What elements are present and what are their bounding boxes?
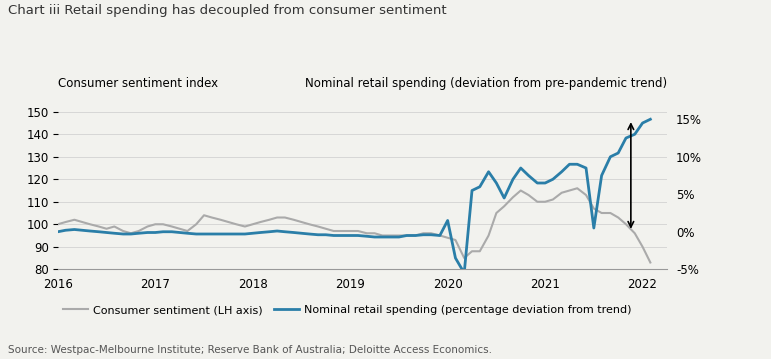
Consumer sentiment (LH axis) — [248, 222, 258, 227]
Text: Source: Westpac-Melbourne Institute; Reserve Bank of Australia; Deloitte Access : Source: Westpac-Melbourne Institute; Res… — [8, 345, 492, 355]
Consumer sentiment (LH axis) — [378, 233, 387, 238]
Consumer sentiment (LH axis) — [386, 233, 396, 238]
Text: Consumer sentiment index: Consumer sentiment index — [58, 77, 218, 90]
Line: Consumer sentiment (LH axis): Consumer sentiment (LH axis) — [58, 188, 651, 262]
Nominal retail spending (percentage deviation from trend) — [248, 231, 258, 236]
Consumer sentiment (LH axis) — [646, 260, 655, 265]
Nominal retail spending (percentage deviation from trend) — [597, 173, 606, 178]
Consumer sentiment (LH axis) — [573, 186, 582, 190]
Consumer sentiment (LH axis) — [183, 229, 192, 233]
Nominal retail spending (percentage deviation from trend) — [460, 271, 469, 275]
Nominal retail spending (percentage deviation from trend) — [53, 230, 62, 234]
Nominal retail spending (percentage deviation from trend) — [183, 231, 192, 236]
Nominal retail spending (percentage deviation from trend) — [378, 235, 387, 239]
Line: Nominal retail spending (percentage deviation from trend): Nominal retail spending (percentage devi… — [58, 119, 651, 273]
Nominal retail spending (percentage deviation from trend) — [646, 117, 655, 121]
Legend: Consumer sentiment (LH axis), Nominal retail spending (percentage deviation from: Consumer sentiment (LH axis), Nominal re… — [63, 305, 631, 315]
Nominal retail spending (percentage deviation from trend) — [386, 235, 396, 239]
Consumer sentiment (LH axis) — [175, 227, 184, 231]
Text: Chart iii Retail spending has decoupled from consumer sentiment: Chart iii Retail spending has decoupled … — [8, 4, 446, 17]
Consumer sentiment (LH axis) — [597, 211, 606, 215]
Nominal retail spending (percentage deviation from trend) — [175, 230, 184, 235]
Consumer sentiment (LH axis) — [53, 222, 62, 227]
Text: Nominal retail spending (deviation from pre-pandemic trend): Nominal retail spending (deviation from … — [305, 77, 667, 90]
